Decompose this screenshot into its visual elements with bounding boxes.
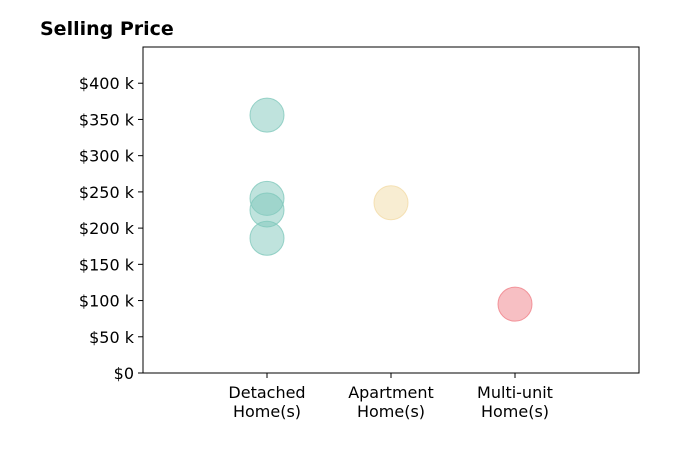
y-tick-label: $250 k [79,183,135,202]
x-axis: Detached Home(s) Apartment Home(s) Multi-uni… [228,373,553,421]
y-tick-label: $100 k [79,292,135,311]
y-tick-label: $400 k [79,74,135,93]
data-point [373,185,409,221]
data-point [249,97,285,133]
x-tick-label: Detached Home(s) [228,383,305,421]
data-points [249,97,533,322]
y-tick-label: $350 k [79,110,135,129]
chart-title: Selling Price [40,18,174,40]
y-tick-label: $0 [114,364,134,383]
y-tick-label: $200 k [79,219,135,238]
y-tick-label: $300 k [79,147,135,166]
y-axis: $0 $50 k $100 k $150 k $200 k $250 k $300 k $35… [79,74,143,383]
data-point [497,286,533,322]
y-tick-label: $150 k [79,255,135,274]
x-tick-label: Apartment Home(s) [348,383,434,421]
y-tick-label: $50 k [89,328,135,347]
data-point [249,220,285,256]
x-tick-label: Multi-unit Home(s) [477,383,553,421]
